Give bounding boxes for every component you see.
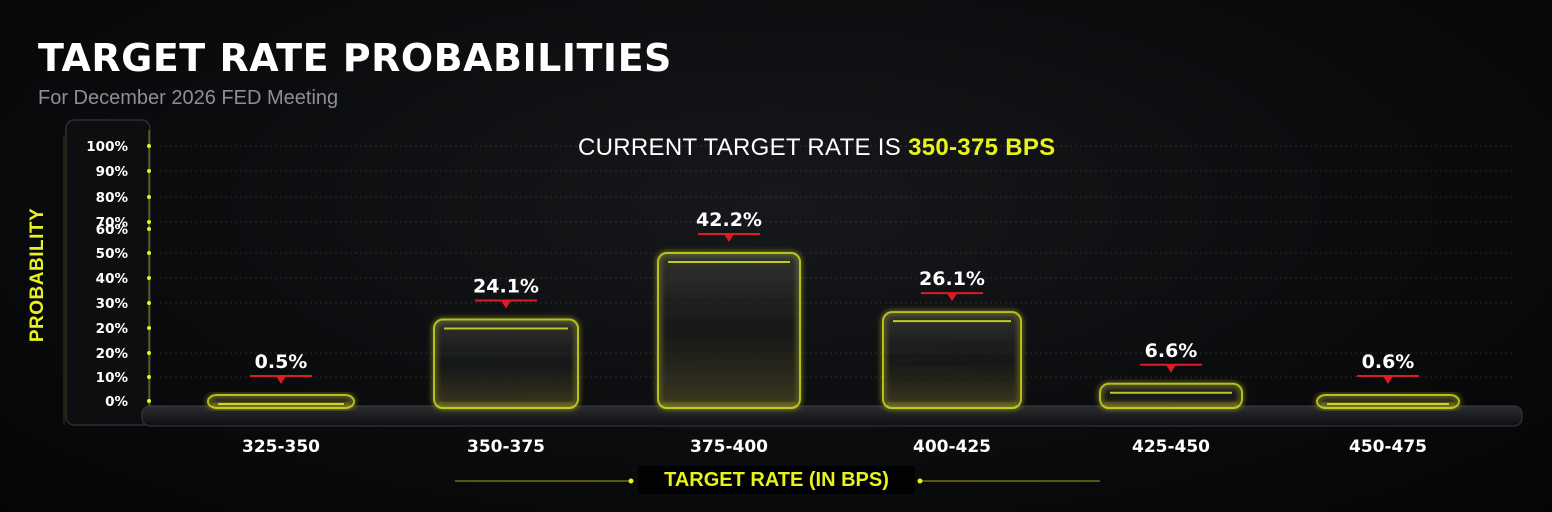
y-tick-label: 70% <box>96 215 129 231</box>
value-marker-arrow <box>1166 364 1176 373</box>
y-tick-dot <box>147 375 151 379</box>
y-tick-dot <box>147 251 151 255</box>
bar-value-label: 24.1% <box>473 275 539 297</box>
y-tick-dot <box>147 144 151 148</box>
bar <box>1316 394 1460 409</box>
value-marker-arrow <box>276 376 286 384</box>
y-tick-label: 40% <box>96 271 129 287</box>
value-marker-arrow <box>1383 376 1393 384</box>
y-tick-dot <box>147 195 151 199</box>
current-rate-banner: CURRENT TARGET RATE IS 350-375 BPS <box>578 134 1055 162</box>
y-tick-dot <box>147 399 151 403</box>
x-axis-title: TARGET RATE (IN BPS) <box>638 466 915 494</box>
y-tick-dot <box>147 351 151 355</box>
y-tick-label: 50% <box>96 246 129 262</box>
value-marker-arrow <box>947 293 957 302</box>
x-title-dot-right <box>917 478 923 484</box>
bar <box>433 318 579 410</box>
y-tick-dot <box>147 227 151 231</box>
current-rate-value: 350-375 BPS <box>908 134 1056 161</box>
bar-value-label: 0.6% <box>1362 351 1415 373</box>
bar-value-label: 0.5% <box>255 351 308 373</box>
bar <box>882 311 1022 409</box>
value-marker-arrow <box>724 234 734 242</box>
y-tick-label: 10% <box>96 370 129 386</box>
bar-value-label: 42.2% <box>696 209 762 231</box>
x-tick-label: 450-475 <box>1349 437 1427 457</box>
x-tick-label: 375-400 <box>690 437 768 457</box>
y-axis-panel <box>65 119 151 426</box>
bar <box>207 394 355 409</box>
y-tick-label: 20% <box>96 346 129 362</box>
y-tick-label: 60% <box>96 222 129 238</box>
y-tick-dot <box>147 301 151 305</box>
y-tick-dot <box>147 276 151 280</box>
y-tick-label: 0% <box>105 394 128 410</box>
y-axis-title: PROBABILITY <box>27 207 48 343</box>
chart-platform <box>141 405 1523 427</box>
x-title-dot-left <box>628 478 634 484</box>
value-marker-arrow <box>501 300 511 309</box>
x-tick-label: 350-375 <box>467 437 545 457</box>
x-tick-label: 325-350 <box>242 437 320 457</box>
bar-value-label: 26.1% <box>919 268 985 290</box>
y-tick-label: 90% <box>96 164 129 180</box>
y-tick-label: 20% <box>96 321 129 337</box>
chart-title: TARGET RATE PROBABILITIES <box>38 36 672 80</box>
bar <box>1099 382 1243 410</box>
y-tick-dot <box>147 326 151 330</box>
chart-subtitle: For December 2026 FED Meeting <box>38 87 339 109</box>
y-tick-dot <box>147 220 151 224</box>
y-tick-label: 30% <box>96 296 129 312</box>
bar <box>657 252 801 409</box>
bar-value-label: 6.6% <box>1145 340 1198 362</box>
y-tick-label: 100% <box>86 139 128 155</box>
y-tick-dot <box>147 169 151 173</box>
current-rate-prefix: CURRENT TARGET RATE IS <box>578 134 902 161</box>
x-tick-label: 400-425 <box>913 437 991 457</box>
x-tick-label: 425-450 <box>1132 437 1210 457</box>
y-tick-label: 80% <box>96 190 129 206</box>
